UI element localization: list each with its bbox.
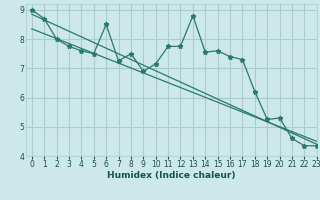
- X-axis label: Humidex (Indice chaleur): Humidex (Indice chaleur): [107, 171, 236, 180]
